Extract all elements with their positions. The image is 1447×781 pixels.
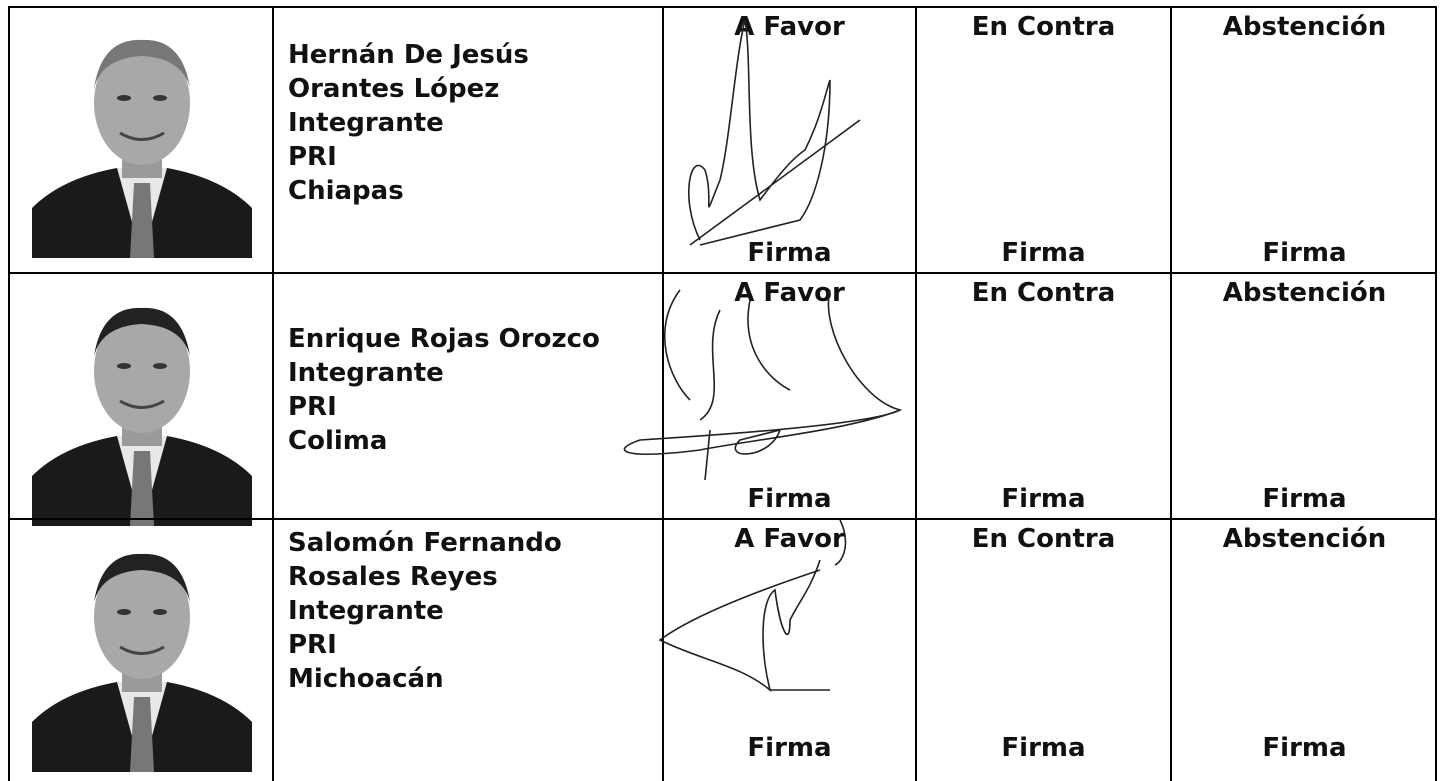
name-cell: Hernán De Jesús Orantes López Integrante PR… [272,6,662,272]
portrait-shape [117,609,131,615]
sign-label: Firma [1001,238,1086,268]
portrait [32,39,252,258]
name-line: Orantes López [288,74,500,104]
portrait-shape [119,645,165,655]
name-cell: Enrique Rojas Orozco Integrante PRI Colima [272,272,662,518]
portrait-shape [119,399,165,409]
vote-cell: En Contra Firma [915,6,1170,272]
sign-label: Firma [747,484,832,514]
portrait-shape [153,95,167,101]
portrait-shape [94,553,190,602]
name-line: Integrante [288,358,444,388]
vote-label: Abstención [1222,12,1387,42]
portrait-shape [117,363,131,369]
sign-label: Firma [1001,733,1086,763]
photo-cell [8,272,272,526]
portrait-shape [117,95,131,101]
name-line: Michoacán [288,664,444,694]
portrait-shape [94,39,190,88]
vote-cell: Abstención Firma [1170,518,1437,781]
sign-label: Firma [1262,733,1347,763]
sign-label: Firma [1262,484,1347,514]
name-line: PRI [288,392,337,422]
portrait-shape [130,697,154,772]
portrait [32,553,252,772]
portrait-shape [94,307,190,356]
vote-label: En Contra [971,12,1116,42]
name-line: Hernán De Jesús [288,40,529,70]
name-line: PRI [288,630,337,660]
portrait-shape [153,363,167,369]
vote-cell: A Favor Firma [662,6,915,272]
portrait-shape [130,183,154,258]
portrait-shape [94,309,190,433]
name-line: Enrique Rojas Orozco [288,324,600,354]
vote-label: Abstención [1222,524,1387,554]
name-line: Rosales Reyes [288,562,498,592]
vote-cell: Abstención Firma [1170,6,1437,272]
vote-label: Abstención [1222,278,1387,308]
photo-cell [8,6,272,272]
vote-cell: Abstención Firma [1170,272,1437,518]
table-right-border [1435,6,1437,781]
name-line: Colima [288,426,388,456]
name-line: Integrante [288,108,444,138]
name-line: PRI [288,142,337,172]
vote-label: En Contra [971,524,1116,554]
photo-cell [8,518,272,781]
vote-cell: En Contra Firma [915,518,1170,781]
name-line: Salomón Fernando [288,528,562,558]
sign-label: Firma [1001,484,1086,514]
vote-cell: A Favor Firma [662,272,915,518]
sign-label: Firma [747,238,832,268]
portrait [32,307,252,526]
name-line: Integrante [288,596,444,626]
sign-label: Firma [1262,238,1347,268]
portrait-shape [153,609,167,615]
vote-cell: En Contra Firma [915,272,1170,518]
vote-label: A Favor [734,524,845,554]
vote-cell: A Favor Firma [662,518,915,781]
sign-label: Firma [747,733,832,763]
name-line: Chiapas [288,176,404,206]
vote-label: A Favor [734,12,845,42]
portrait-shape [94,41,190,165]
name-cell: Salomón Fernando Rosales Reyes Integrante P… [272,518,662,781]
portrait-shape [130,451,154,526]
portrait-shape [94,555,190,679]
vote-label: A Favor [734,278,845,308]
portrait-shape [119,131,165,141]
vote-label: En Contra [971,278,1116,308]
